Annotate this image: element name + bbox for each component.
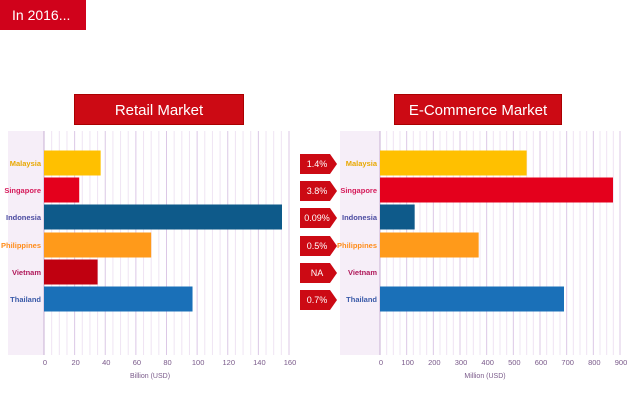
category-label-malaysia: Malaysia <box>346 159 378 168</box>
share-label: 1.4% <box>307 159 328 169</box>
bar-retail-malaysia <box>44 150 101 176</box>
x-tick-label: 100 <box>192 358 205 367</box>
ecommerce-market-chart: Malaysia Singapore Indonesia Philippines Vie… <box>337 131 627 380</box>
retail-chart-title: Retail Market <box>74 94 244 125</box>
share-tag <box>300 154 337 174</box>
bar-ecom-thailand <box>380 286 564 312</box>
x-tick-label: 800 <box>588 358 601 367</box>
share-tag <box>300 236 337 256</box>
share-tag <box>300 290 337 310</box>
bar-retail-thailand <box>44 286 193 312</box>
share-label: 0.5% <box>307 241 328 251</box>
share-tag <box>300 181 337 201</box>
bar-ecom-indonesia <box>380 204 415 230</box>
x-axis-label: Billion (USD) <box>130 373 170 380</box>
label-band <box>340 131 380 355</box>
x-tick-label: 0 <box>43 358 47 367</box>
x-tick-label: 160 <box>284 358 297 367</box>
bar-retail-vietnam <box>44 259 98 285</box>
x-tick-label: 700 <box>561 358 574 367</box>
x-tick-label: 60 <box>133 358 141 367</box>
category-label-philippines: Philippines <box>337 241 377 250</box>
category-label-vietnam: Vietnam <box>12 268 41 277</box>
share-label: 0.7% <box>307 295 328 305</box>
x-tick-label: 0 <box>379 358 383 367</box>
x-tick-label: 400 <box>481 358 494 367</box>
x-tick-label: 200 <box>428 358 441 367</box>
retail-market-chart: Malaysia Singapore Indonesia Philippines Vie… <box>1 131 296 380</box>
category-label-thailand: Thailand <box>346 295 377 304</box>
share-label: 0.09% <box>304 213 330 223</box>
category-label-thailand: Thailand <box>10 295 41 304</box>
bar-ecom-philippines <box>380 232 479 258</box>
x-tick-label: 100 <box>401 358 414 367</box>
category-label-singapore: Singapore <box>340 186 377 195</box>
bar-ecom-malaysia <box>380 150 527 176</box>
x-tick-label: 140 <box>253 358 266 367</box>
category-label-malaysia: Malaysia <box>10 159 42 168</box>
share-tag <box>300 263 337 283</box>
x-tick-label: 500 <box>508 358 521 367</box>
x-tick-label: 80 <box>163 358 171 367</box>
category-label-indonesia: Indonesia <box>342 213 378 222</box>
share-tag <box>300 208 337 228</box>
share-label: 3.8% <box>307 186 328 196</box>
x-tick-label: 20 <box>71 358 79 367</box>
bar-ecom-singapore <box>380 177 613 203</box>
x-tick-label: 300 <box>455 358 468 367</box>
bar-retail-philippines <box>44 232 152 258</box>
category-label-singapore: Singapore <box>4 186 41 195</box>
ecommerce-share-column: 1.4% 3.8% 0.09% 0.5% NA 0.7% <box>300 154 337 310</box>
x-tick-label: 600 <box>535 358 548 367</box>
category-label-indonesia: Indonesia <box>6 213 42 222</box>
x-tick-label: 120 <box>222 358 235 367</box>
bar-retail-indonesia <box>44 204 282 230</box>
category-label-philippines: Philippines <box>1 241 41 250</box>
page-title: In 2016... <box>0 0 86 30</box>
ecommerce-chart-title: E-Commerce Market <box>394 94 562 125</box>
x-axis-label: Million (USD) <box>464 373 505 380</box>
x-tick-label: 40 <box>102 358 110 367</box>
label-band <box>8 131 44 355</box>
bar-retail-singapore <box>44 177 80 203</box>
share-label: NA <box>311 268 324 278</box>
x-tick-label: 900 <box>615 358 628 367</box>
category-label-vietnam: Vietnam <box>348 268 377 277</box>
